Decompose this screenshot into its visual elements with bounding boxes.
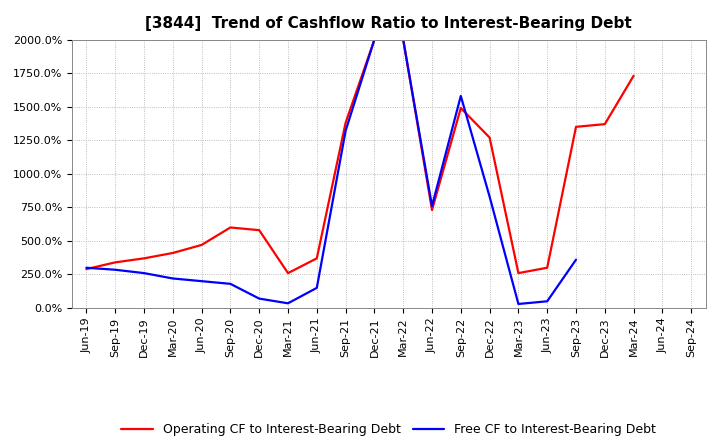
Operating CF to Interest-Bearing Debt xyxy=(168,250,177,256)
Operating CF to Interest-Bearing Debt xyxy=(370,37,379,42)
Free CF to Interest-Bearing Debt xyxy=(255,296,264,301)
Operating CF to Interest-Bearing Debt xyxy=(514,271,523,276)
Operating CF to Interest-Bearing Debt xyxy=(485,135,494,140)
Free CF to Interest-Bearing Debt xyxy=(82,265,91,270)
Operating CF to Interest-Bearing Debt xyxy=(399,37,408,42)
Free CF to Interest-Bearing Debt xyxy=(399,37,408,42)
Operating CF to Interest-Bearing Debt xyxy=(543,265,552,270)
Free CF to Interest-Bearing Debt xyxy=(485,194,494,199)
Free CF to Interest-Bearing Debt xyxy=(226,281,235,286)
Free CF to Interest-Bearing Debt xyxy=(312,285,321,290)
Line: Operating CF to Interest-Bearing Debt: Operating CF to Interest-Bearing Debt xyxy=(86,40,634,273)
Operating CF to Interest-Bearing Debt xyxy=(600,121,609,127)
Free CF to Interest-Bearing Debt xyxy=(370,37,379,42)
Free CF to Interest-Bearing Debt xyxy=(456,93,465,99)
Operating CF to Interest-Bearing Debt xyxy=(255,227,264,233)
Free CF to Interest-Bearing Debt xyxy=(341,128,350,133)
Free CF to Interest-Bearing Debt xyxy=(284,301,292,306)
Free CF to Interest-Bearing Debt xyxy=(111,267,120,272)
Free CF to Interest-Bearing Debt xyxy=(428,203,436,209)
Free CF to Interest-Bearing Debt xyxy=(514,301,523,307)
Free CF to Interest-Bearing Debt xyxy=(197,279,206,284)
Operating CF to Interest-Bearing Debt xyxy=(82,267,91,272)
Operating CF to Interest-Bearing Debt xyxy=(226,225,235,230)
Free CF to Interest-Bearing Debt xyxy=(572,257,580,262)
Operating CF to Interest-Bearing Debt xyxy=(456,106,465,111)
Operating CF to Interest-Bearing Debt xyxy=(428,207,436,213)
Operating CF to Interest-Bearing Debt xyxy=(111,260,120,265)
Legend: Operating CF to Interest-Bearing Debt, Free CF to Interest-Bearing Debt: Operating CF to Interest-Bearing Debt, F… xyxy=(117,418,661,440)
Operating CF to Interest-Bearing Debt xyxy=(197,242,206,248)
Operating CF to Interest-Bearing Debt xyxy=(572,124,580,129)
Free CF to Interest-Bearing Debt xyxy=(140,271,148,276)
Title: [3844]  Trend of Cashflow Ratio to Interest-Bearing Debt: [3844] Trend of Cashflow Ratio to Intere… xyxy=(145,16,632,32)
Line: Free CF to Interest-Bearing Debt: Free CF to Interest-Bearing Debt xyxy=(86,40,576,304)
Operating CF to Interest-Bearing Debt xyxy=(140,256,148,261)
Operating CF to Interest-Bearing Debt xyxy=(312,256,321,261)
Operating CF to Interest-Bearing Debt xyxy=(629,73,638,78)
Free CF to Interest-Bearing Debt xyxy=(543,299,552,304)
Operating CF to Interest-Bearing Debt xyxy=(284,271,292,276)
Free CF to Interest-Bearing Debt xyxy=(168,276,177,281)
Operating CF to Interest-Bearing Debt xyxy=(341,120,350,125)
